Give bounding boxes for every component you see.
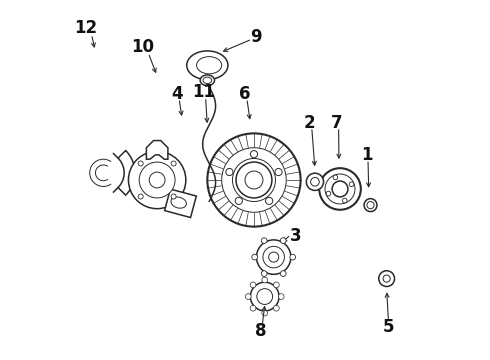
- Circle shape: [280, 238, 286, 243]
- Ellipse shape: [187, 51, 228, 80]
- Text: 5: 5: [383, 318, 394, 336]
- Circle shape: [252, 254, 258, 260]
- Ellipse shape: [171, 197, 186, 208]
- Circle shape: [226, 168, 233, 176]
- Circle shape: [367, 202, 374, 209]
- Circle shape: [332, 181, 348, 197]
- Circle shape: [349, 182, 354, 186]
- Circle shape: [311, 177, 319, 186]
- Circle shape: [383, 275, 390, 282]
- Circle shape: [364, 199, 377, 212]
- Circle shape: [257, 289, 272, 305]
- Ellipse shape: [203, 77, 212, 84]
- Polygon shape: [118, 150, 135, 195]
- Circle shape: [263, 246, 285, 268]
- Text: 9: 9: [250, 28, 262, 46]
- Text: 1: 1: [361, 146, 373, 164]
- Circle shape: [379, 271, 394, 287]
- Circle shape: [250, 282, 279, 311]
- Circle shape: [343, 198, 347, 203]
- Circle shape: [235, 197, 243, 204]
- Circle shape: [138, 194, 143, 199]
- Circle shape: [261, 271, 267, 276]
- Text: 2: 2: [304, 114, 316, 132]
- Circle shape: [275, 168, 282, 176]
- Circle shape: [266, 197, 273, 204]
- Circle shape: [290, 254, 295, 260]
- Circle shape: [280, 271, 286, 276]
- Circle shape: [232, 158, 275, 202]
- Circle shape: [278, 294, 284, 300]
- Circle shape: [325, 174, 355, 204]
- Circle shape: [207, 134, 300, 226]
- Circle shape: [221, 148, 286, 212]
- Polygon shape: [165, 189, 196, 217]
- Ellipse shape: [200, 75, 215, 86]
- Text: 6: 6: [239, 85, 251, 103]
- Circle shape: [319, 168, 361, 210]
- Text: 12: 12: [74, 19, 97, 37]
- Text: 8: 8: [255, 321, 267, 339]
- Text: 11: 11: [192, 83, 215, 101]
- Circle shape: [128, 151, 186, 209]
- Circle shape: [261, 238, 267, 243]
- Circle shape: [138, 161, 143, 166]
- Circle shape: [333, 175, 338, 180]
- Circle shape: [326, 191, 331, 196]
- Circle shape: [250, 150, 258, 158]
- Circle shape: [250, 282, 256, 288]
- Circle shape: [306, 173, 323, 190]
- Circle shape: [236, 162, 272, 198]
- Circle shape: [245, 171, 263, 189]
- Circle shape: [262, 277, 268, 283]
- Circle shape: [171, 161, 176, 166]
- Circle shape: [171, 194, 176, 199]
- Circle shape: [269, 252, 279, 262]
- Circle shape: [273, 305, 279, 311]
- Circle shape: [250, 305, 256, 311]
- Text: 7: 7: [331, 114, 342, 132]
- Circle shape: [149, 172, 165, 188]
- Circle shape: [262, 310, 268, 316]
- Circle shape: [245, 294, 251, 300]
- Circle shape: [256, 240, 291, 274]
- Text: 3: 3: [290, 226, 301, 244]
- Circle shape: [273, 282, 279, 288]
- Text: 4: 4: [171, 85, 183, 103]
- Ellipse shape: [196, 57, 221, 74]
- Text: 10: 10: [131, 38, 154, 56]
- Circle shape: [139, 162, 175, 198]
- Polygon shape: [147, 140, 168, 159]
